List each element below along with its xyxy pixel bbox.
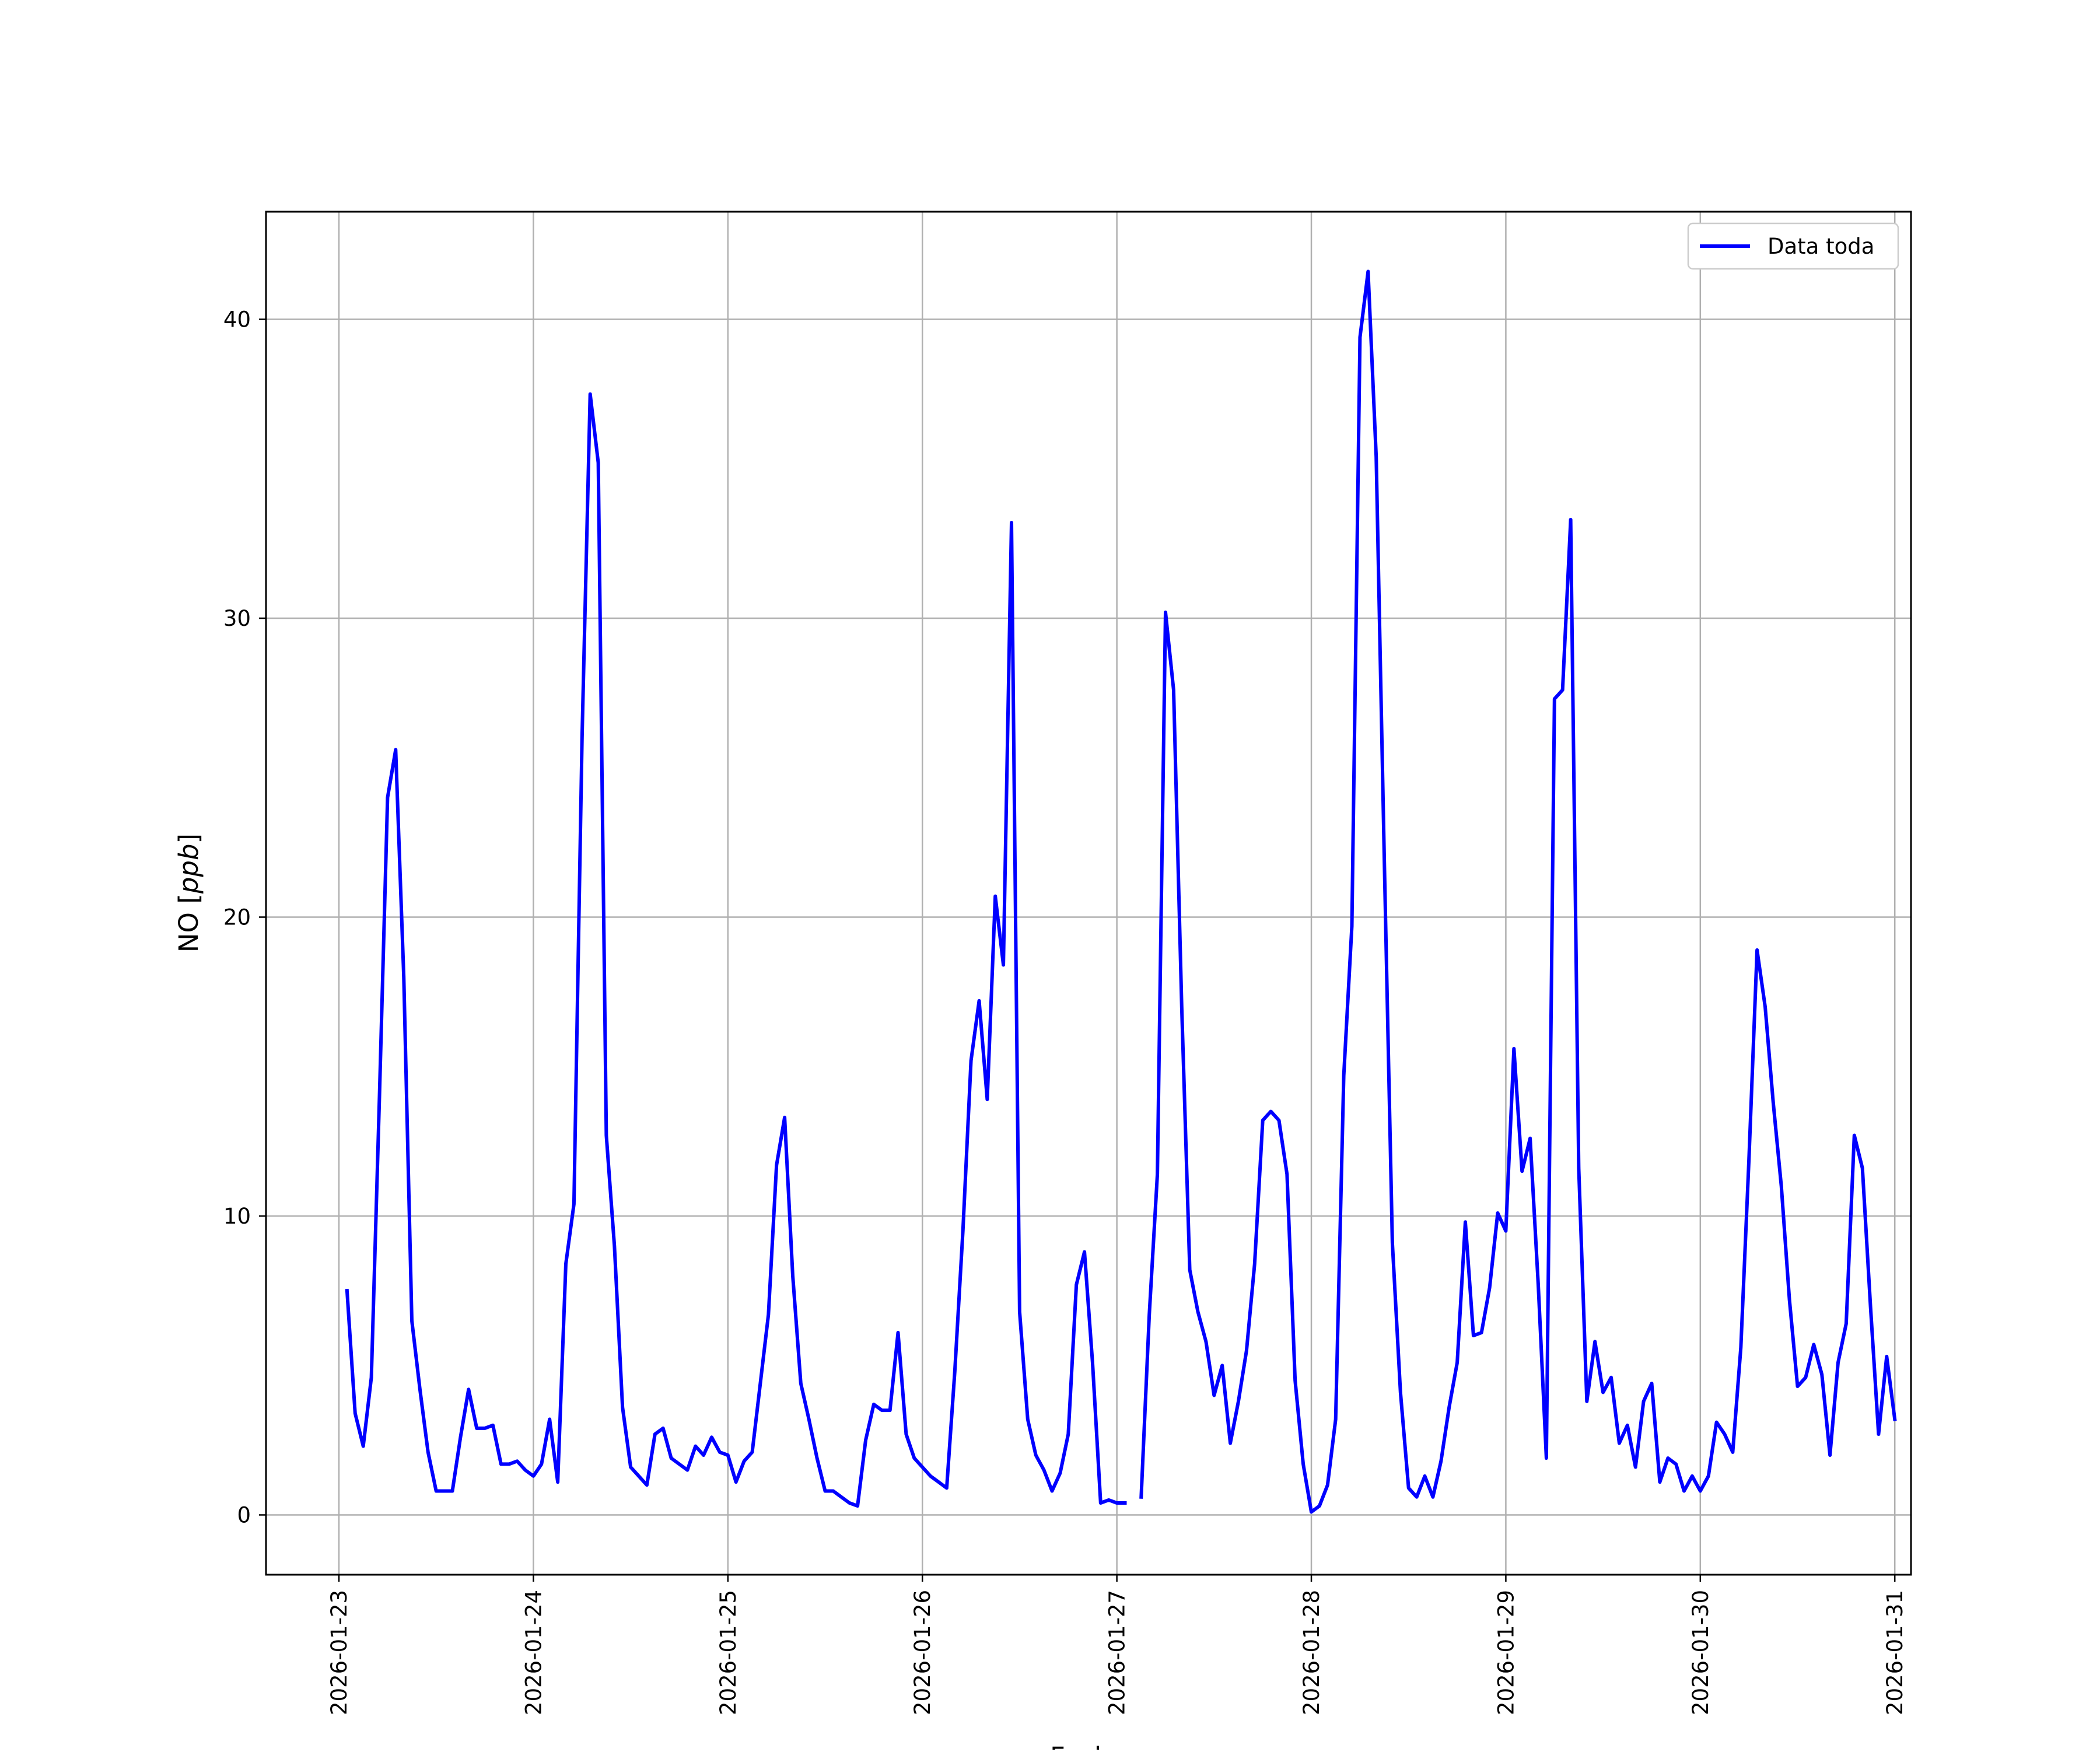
x-tick-label: 2026-01-25 — [716, 1590, 741, 1715]
y-axis-label-suffix: ] — [173, 833, 204, 844]
axis-ticks — [259, 318, 1896, 1582]
y-tick-label: 20 — [223, 905, 251, 930]
legend-label-data-toda: Data toda — [1768, 234, 1874, 259]
legend-box — [1687, 222, 1899, 270]
y-axis-label-unit: ppb — [173, 843, 204, 894]
y-tick-label: 0 — [237, 1503, 251, 1528]
x-tick-label: 2026-01-29 — [1493, 1590, 1518, 1715]
x-tick-label: 2026-01-27 — [1105, 1590, 1130, 1715]
x-tick-label: 2026-01-26 — [910, 1590, 935, 1715]
x-tick-label: 2026-01-28 — [1299, 1590, 1324, 1715]
x-axis-label: Fecha — [1050, 1742, 1127, 1750]
x-tick-label: 2026-01-24 — [521, 1590, 546, 1715]
y-axis-label: NO [ppb] — [173, 833, 204, 952]
plot-area — [345, 269, 1897, 1514]
x-tick-label: 2026-01-23 — [327, 1590, 352, 1715]
x-tick-labels: 2026-01-23 2026-01-24 2026-01-25 2026-01-26… — [327, 1590, 1908, 1715]
y-tick-labels: 0 10 20 30 40 — [223, 307, 251, 1528]
y-axis-label-prefix: NO [ — [173, 893, 204, 952]
legend: Data toda — [1687, 222, 1899, 270]
series-layer — [345, 269, 1897, 1514]
y-tick-label: 30 — [223, 606, 251, 631]
y-tick-label: 40 — [223, 307, 251, 332]
x-tick-label: 2026-01-31 — [1882, 1590, 1908, 1715]
axes-frame — [265, 211, 1912, 1576]
y-tick-label: 10 — [223, 1204, 251, 1229]
series-line-data-toda — [345, 269, 1897, 1514]
x-tick-label: 2026-01-30 — [1688, 1590, 1713, 1715]
grid-lines — [266, 212, 1911, 1575]
